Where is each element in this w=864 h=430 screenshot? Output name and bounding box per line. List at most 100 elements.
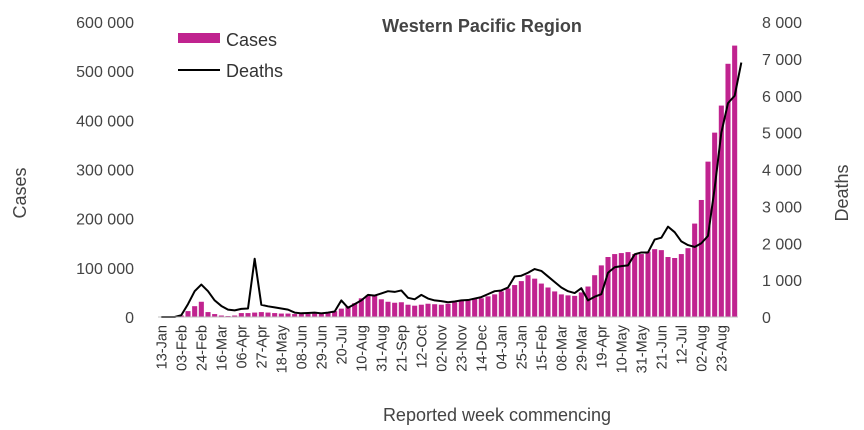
bar-cases (532, 278, 538, 317)
x-tick-label: 02-Nov (434, 324, 450, 371)
bar-cases (392, 302, 398, 317)
bar-cases (492, 294, 498, 317)
x-axis-title: Reported week commencing (383, 405, 611, 425)
x-tick-label: 16-Mar (214, 325, 230, 371)
bar-cases (398, 302, 404, 317)
x-tick-label: 13-Jan (154, 325, 170, 369)
bar-cases (658, 250, 664, 317)
x-tick-label: 03-Feb (174, 325, 190, 371)
x-tick-label: 24-Feb (194, 325, 210, 371)
x-tick-label: 10-May (614, 324, 630, 373)
bar-cases (558, 294, 564, 317)
bar-cases (258, 312, 264, 317)
bar-cases (645, 251, 651, 317)
bar-cases (572, 295, 578, 317)
bar-cases (305, 314, 311, 317)
bar-cases (578, 292, 584, 317)
bar-cases (325, 312, 331, 317)
bar-cases (278, 313, 284, 317)
y2-axis-title: Deaths (832, 164, 852, 221)
y2-tick-label: 4 000 (762, 163, 802, 180)
bar-cases (372, 295, 378, 317)
x-tick-label: 23-Nov (454, 324, 470, 371)
bar-cases (725, 63, 731, 317)
x-tick-label: 20-Jul (334, 325, 350, 365)
bar-cases (378, 299, 384, 317)
x-tick-label: 10-Aug (354, 325, 370, 372)
y2-tick-label: 0 (762, 310, 771, 327)
bar-cases (545, 287, 551, 317)
x-tick-label: 29-Mar (574, 325, 590, 371)
x-tick-label: 04-Jan (494, 325, 510, 369)
bar-cases (665, 257, 671, 317)
bar-cases (352, 303, 358, 317)
bar-cases (358, 298, 364, 317)
x-tick-label: 29-Jun (314, 325, 330, 369)
bar-cases (638, 254, 644, 317)
bar-cases (538, 283, 544, 317)
y-tick-label: 200 000 (76, 212, 134, 229)
y2-tick-label: 3 000 (762, 199, 802, 216)
bar-cases (605, 257, 611, 317)
bar-cases (298, 314, 304, 317)
bar-cases (478, 298, 484, 317)
bar-cases (652, 249, 658, 317)
y-tick-label: 500 000 (76, 64, 134, 81)
bar-cases (405, 304, 411, 317)
chart-title: Western Pacific Region (382, 16, 582, 36)
y2-tick-label: 1 000 (762, 273, 802, 290)
bar-cases (185, 311, 191, 317)
x-axis-ticks: 13-Jan 03-Feb 24-Feb 16-Mar 06-Apr 27-Apr 18-M… (154, 324, 730, 373)
bar-cases (412, 305, 418, 317)
bar-cases (732, 45, 738, 317)
bar-cases (718, 105, 724, 317)
bar-cases (518, 281, 524, 317)
x-tick-label: 12-Oct (414, 325, 430, 369)
bar-cases (345, 306, 351, 317)
x-tick-label: 19-Apr (594, 325, 610, 369)
x-tick-label: 06-Apr (234, 325, 250, 369)
bar-cases (565, 295, 571, 317)
bar-cases (332, 311, 338, 317)
y2-tick-label: 7 000 (762, 52, 802, 69)
bar-cases (498, 291, 504, 317)
bar-cases (338, 308, 344, 317)
bar-cases (232, 315, 238, 317)
bar-cases (312, 313, 318, 317)
bar-cases (272, 313, 278, 317)
x-tick-label: 02-Aug (694, 325, 710, 372)
x-tick-label: 08-Mar (554, 325, 570, 371)
bar-cases (458, 300, 464, 317)
bar-cases (245, 313, 251, 317)
legend-label-deaths: Deaths (226, 61, 283, 81)
bar-cases (712, 132, 718, 318)
x-tick-label: 12-Jul (674, 325, 690, 365)
bar-cases (472, 298, 478, 317)
bar-cases (192, 306, 198, 317)
bar-cases (252, 312, 258, 317)
bar-cases (485, 296, 491, 317)
legend-swatch-cases (178, 33, 220, 43)
y2-tick-label: 5 000 (762, 126, 802, 143)
bar-cases (418, 304, 424, 317)
bar-cases (452, 302, 458, 317)
x-tick-label: 21-Sep (394, 325, 410, 372)
y-axis-title: Cases (10, 167, 30, 218)
bar-cases (318, 313, 324, 317)
bar-cases (212, 314, 218, 317)
bar-cases (285, 313, 291, 317)
x-tick-label: 15-Feb (534, 325, 550, 371)
y-tick-label: 0 (125, 310, 134, 327)
legend-label-cases: Cases (226, 30, 277, 50)
bar-cases (552, 291, 558, 317)
bar-cases (585, 286, 591, 317)
bar-cases (385, 301, 391, 317)
bar-cases (178, 315, 184, 317)
bar-cases (632, 254, 638, 317)
x-tick-label: 27-Apr (254, 325, 270, 369)
bar-cases (198, 301, 204, 317)
x-tick-label: 31-Aug (374, 325, 390, 372)
bar-cases (265, 312, 271, 317)
y2-tick-label: 6 000 (762, 89, 802, 106)
